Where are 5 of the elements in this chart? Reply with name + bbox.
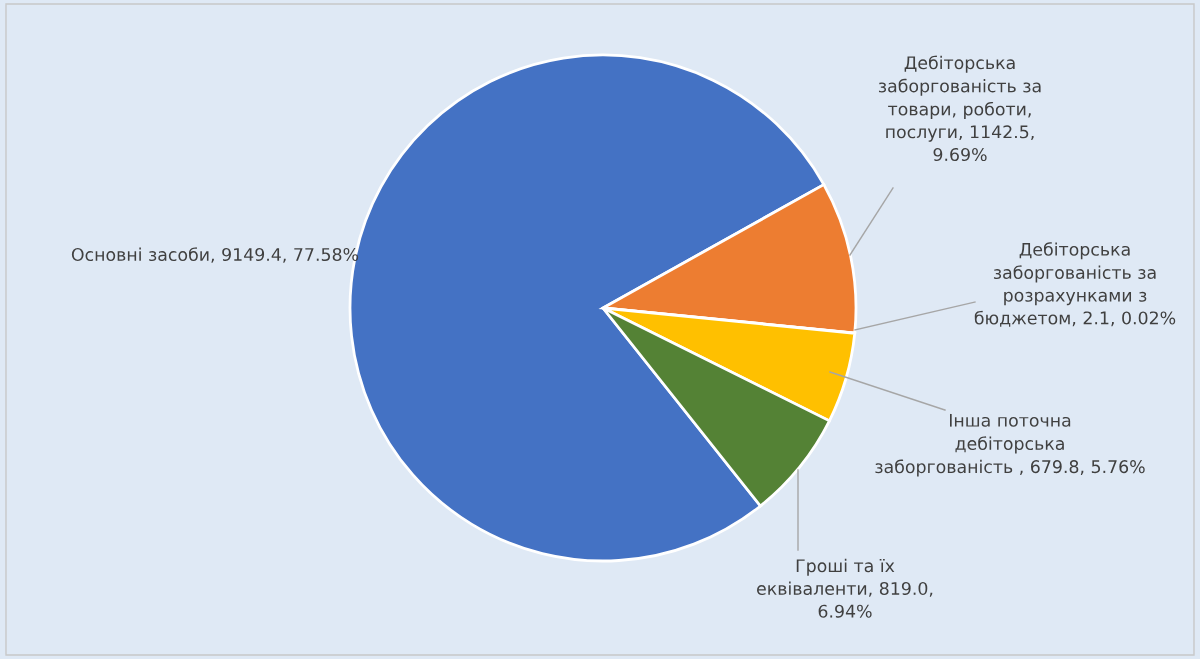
slice-label: Інша поточна дебіторська заборгованість , 679.8, 5.76% (875, 413, 1145, 477)
slice-label: Дебіторська заборгованість за розрахунками з бюджетом, 2.1, 0.02% (974, 242, 1176, 327)
slice-label: Дебіторська заборгованість за товари, роботи, послуги, 1142.5, 9.69% (878, 55, 1041, 162)
slice-label: Основні засоби, 9149.4, 77.58% (71, 247, 359, 263)
slice-label: Гроші та їх еквіваленти, 819.0, 6.94% (757, 558, 933, 618)
